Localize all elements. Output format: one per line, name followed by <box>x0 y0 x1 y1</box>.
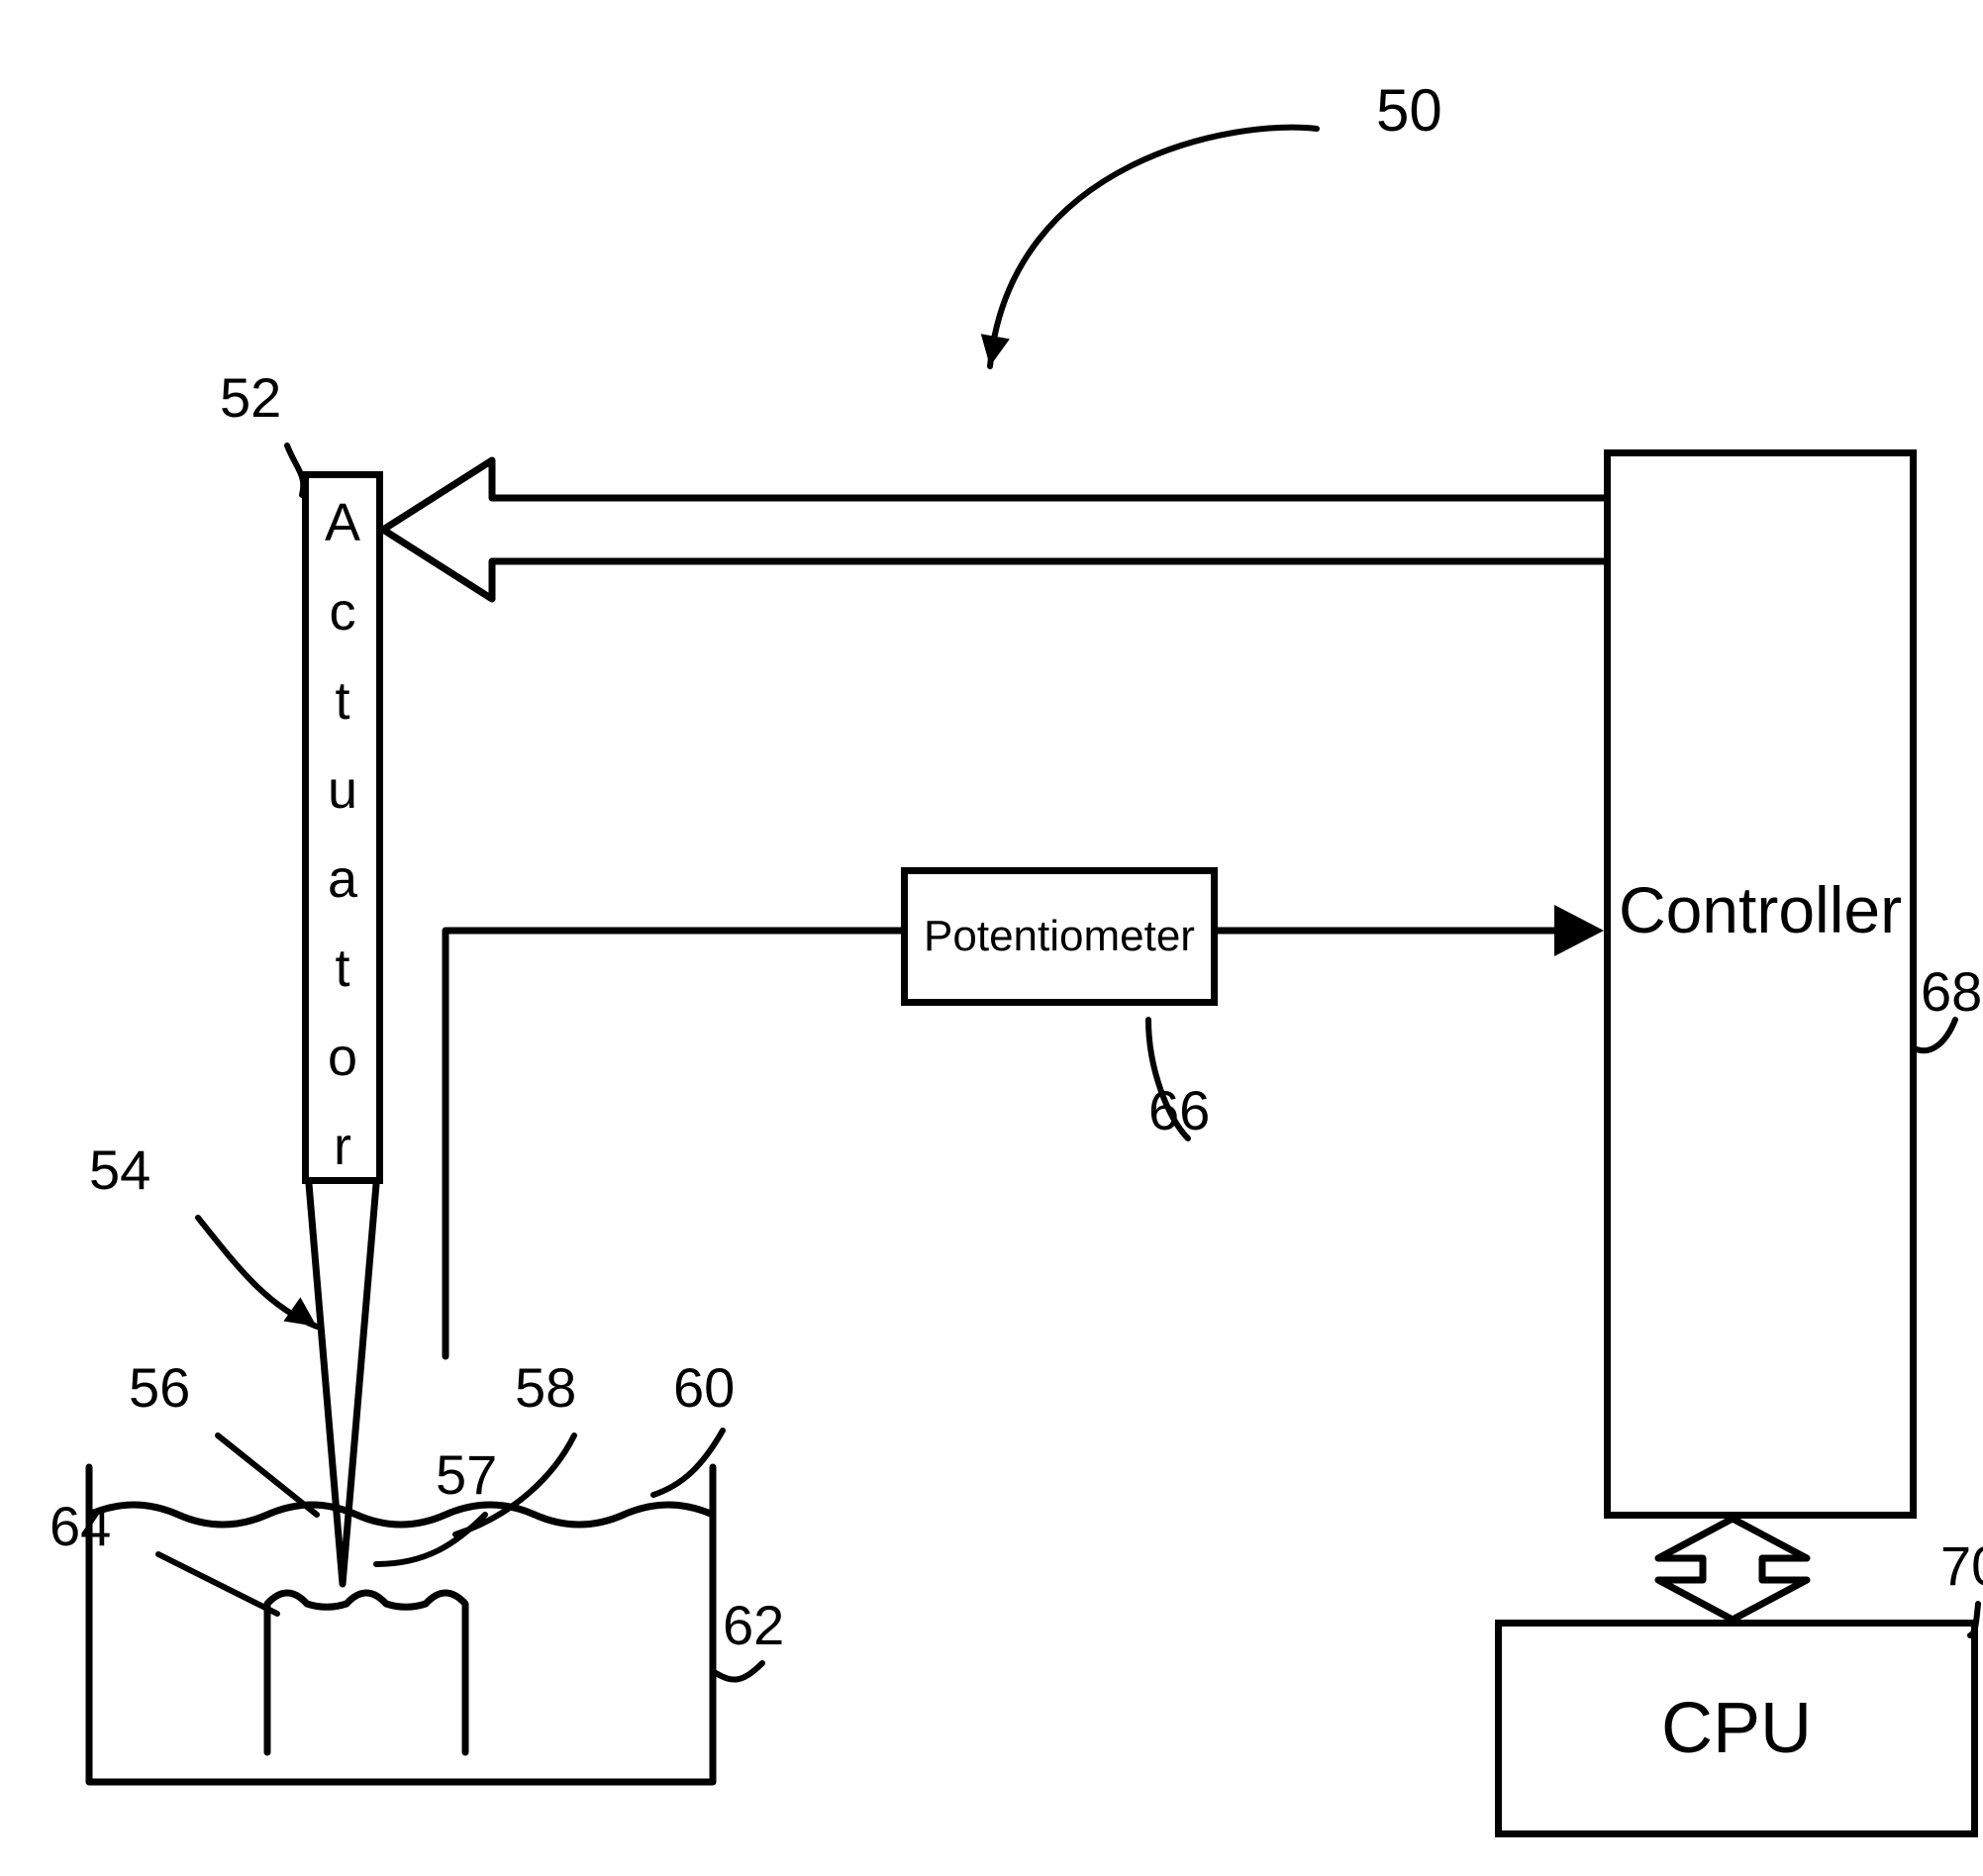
fluid-surface <box>89 1505 713 1525</box>
leader-56 <box>218 1435 317 1515</box>
leader-62 <box>716 1663 762 1680</box>
ref-68: 68 <box>1921 959 1982 1024</box>
sample-block <box>267 1593 465 1752</box>
ref-66: 66 <box>1148 1078 1210 1142</box>
leader-arrowhead-50 <box>981 334 1010 366</box>
ref-57: 57 <box>436 1442 497 1507</box>
ref-54: 54 <box>89 1137 150 1202</box>
ref-62: 62 <box>723 1593 784 1657</box>
arrow-controller-to-actuator <box>383 460 1604 599</box>
ref-64: 64 <box>50 1494 111 1558</box>
ref-60: 60 <box>673 1355 735 1420</box>
actuator-stylus <box>309 1184 376 1584</box>
line-probe-to-potentiometer <box>446 931 901 1356</box>
leader-70 <box>1970 1604 1978 1635</box>
leader-64 <box>158 1554 277 1614</box>
ref-50: 50 <box>1376 76 1442 145</box>
diagram-strokes <box>0 0 1983 1876</box>
leader-50 <box>990 128 1317 366</box>
leader-52 <box>287 445 303 495</box>
ref-56: 56 <box>129 1355 190 1420</box>
ref-52: 52 <box>220 365 281 430</box>
arrow-potentiometer-to-controller-head <box>1554 905 1604 956</box>
arrow-controller-cpu-bidir <box>1658 1519 1807 1620</box>
leader-68 <box>1917 1020 1955 1050</box>
ref-70: 70 <box>1940 1533 1983 1598</box>
ref-58: 58 <box>515 1355 576 1420</box>
